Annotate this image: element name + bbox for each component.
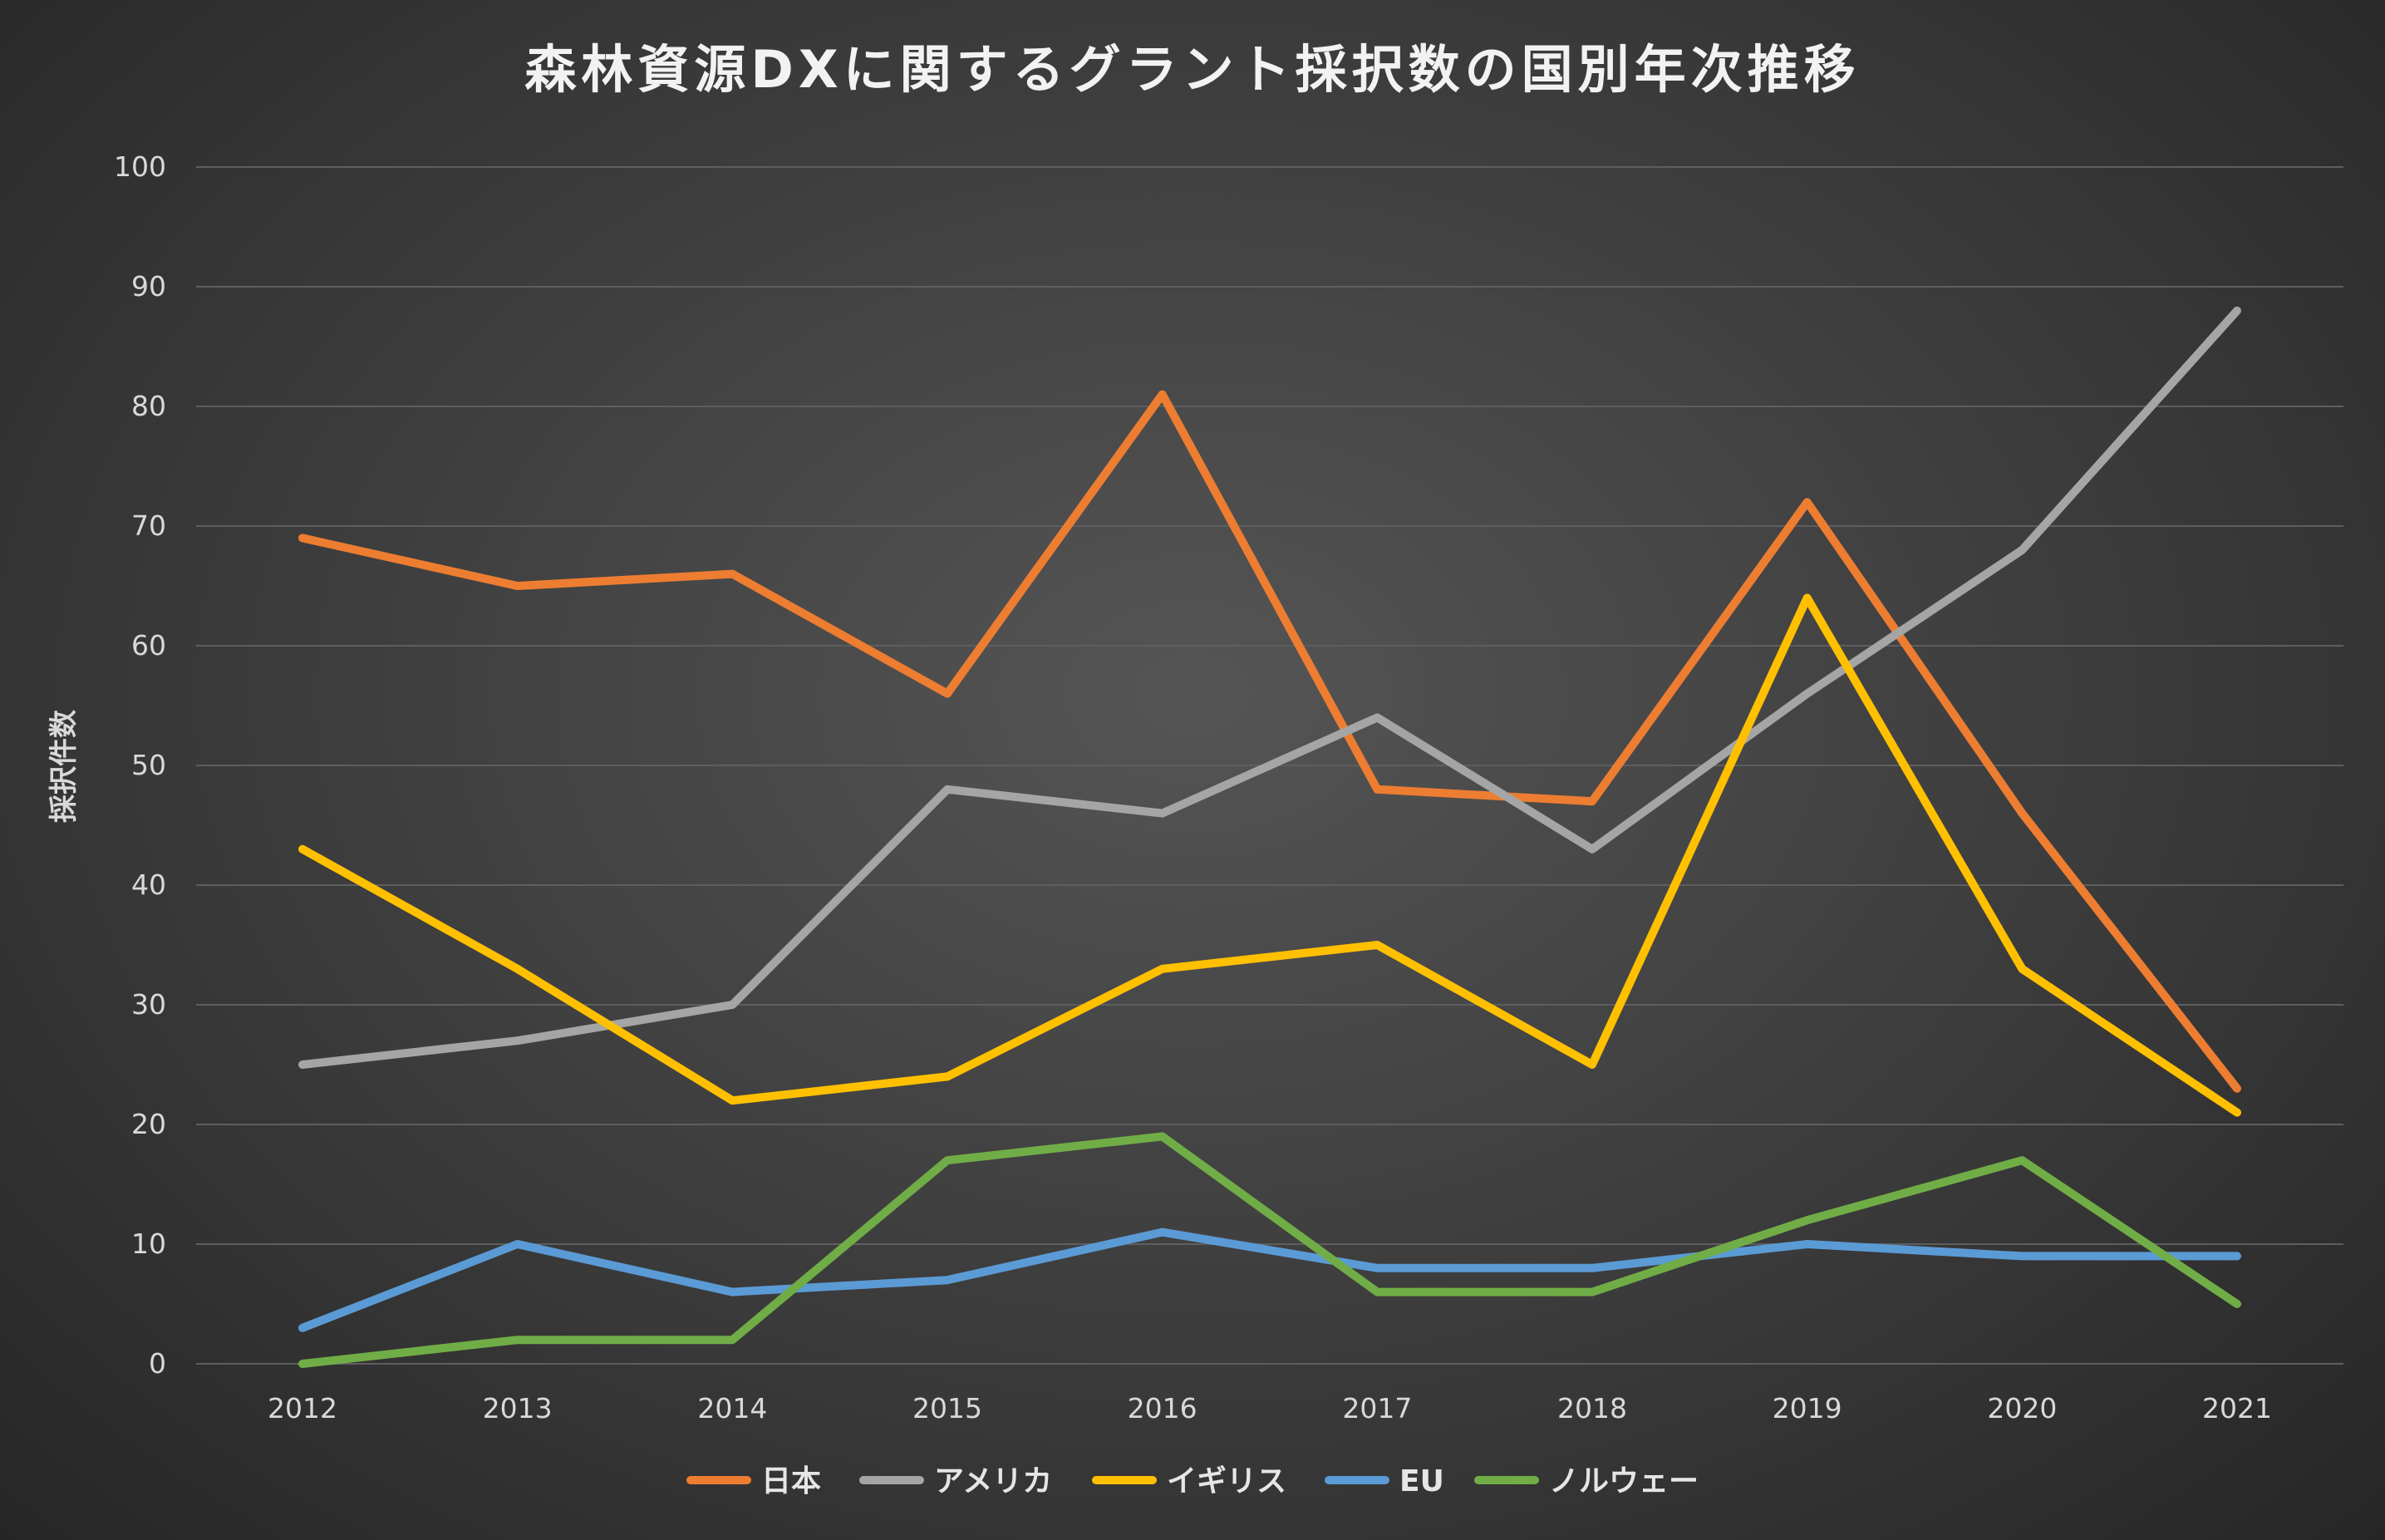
legend-item-4: ノルウェー bbox=[1474, 1464, 1699, 1498]
x-tick-label: 2020 bbox=[1987, 1392, 2057, 1424]
x-tick-label: 2015 bbox=[912, 1392, 982, 1424]
series-line-2 bbox=[298, 593, 2241, 1117]
x-tick-label: 2019 bbox=[1773, 1392, 1842, 1424]
legend-item-3: EU bbox=[1325, 1464, 1444, 1498]
series-line-3 bbox=[298, 1228, 2241, 1332]
x-tick-label: 2013 bbox=[483, 1392, 553, 1424]
x-tick-label: 2021 bbox=[2202, 1392, 2272, 1424]
y-tick-label: 90 bbox=[131, 270, 166, 303]
y-tick-label: 100 bbox=[114, 150, 166, 183]
legend-label: 日本 bbox=[761, 1464, 821, 1498]
legend-label: EU bbox=[1399, 1464, 1444, 1498]
legend-item-2: イギリス bbox=[1092, 1464, 1286, 1498]
legend-item-0: 日本 bbox=[686, 1464, 821, 1498]
y-tick-label: 40 bbox=[131, 868, 166, 901]
legend: 日本 アメリカ イギリス EU ノルウェー bbox=[686, 1464, 1699, 1498]
y-axis-title: 採択件数 bbox=[47, 710, 81, 823]
series-line-4 bbox=[298, 1132, 2241, 1368]
legend-label: イギリス bbox=[1167, 1464, 1286, 1498]
y-tick-label: 10 bbox=[131, 1228, 166, 1260]
x-tick-label: 2018 bbox=[1557, 1392, 1627, 1424]
series-lines bbox=[298, 306, 2241, 1368]
chart-title: 森林資源DXに関するグラント採択数の国別年次推移 bbox=[524, 39, 1860, 100]
x-tick-label: 2016 bbox=[1128, 1392, 1197, 1424]
legend-item-1: アメリカ bbox=[859, 1464, 1052, 1498]
x-tick-label: 2012 bbox=[268, 1392, 337, 1424]
legend-label: アメリカ bbox=[934, 1464, 1052, 1498]
y-tick-label: 80 bbox=[131, 390, 166, 422]
series-line-0 bbox=[298, 390, 2241, 1093]
y-tick-label: 30 bbox=[131, 988, 166, 1021]
y-tick-label: 70 bbox=[131, 509, 166, 542]
y-tick-label: 50 bbox=[131, 749, 166, 781]
y-axis-ticks: 0 10 20 30 40 50 60 70 80 90 100 bbox=[114, 150, 166, 1380]
x-axis-ticks: 2012 2013 2014 2015 2016 2017 2018 2019 2020 2021 bbox=[268, 1392, 2272, 1424]
x-tick-label: 2017 bbox=[1342, 1392, 1412, 1424]
x-tick-label: 2014 bbox=[697, 1392, 767, 1424]
y-tick-label: 20 bbox=[131, 1108, 166, 1140]
series-line-1 bbox=[298, 306, 2241, 1069]
y-tick-label: 60 bbox=[131, 629, 166, 662]
y-tick-label: 0 bbox=[149, 1347, 166, 1380]
legend-label: ノルウェー bbox=[1549, 1464, 1699, 1498]
